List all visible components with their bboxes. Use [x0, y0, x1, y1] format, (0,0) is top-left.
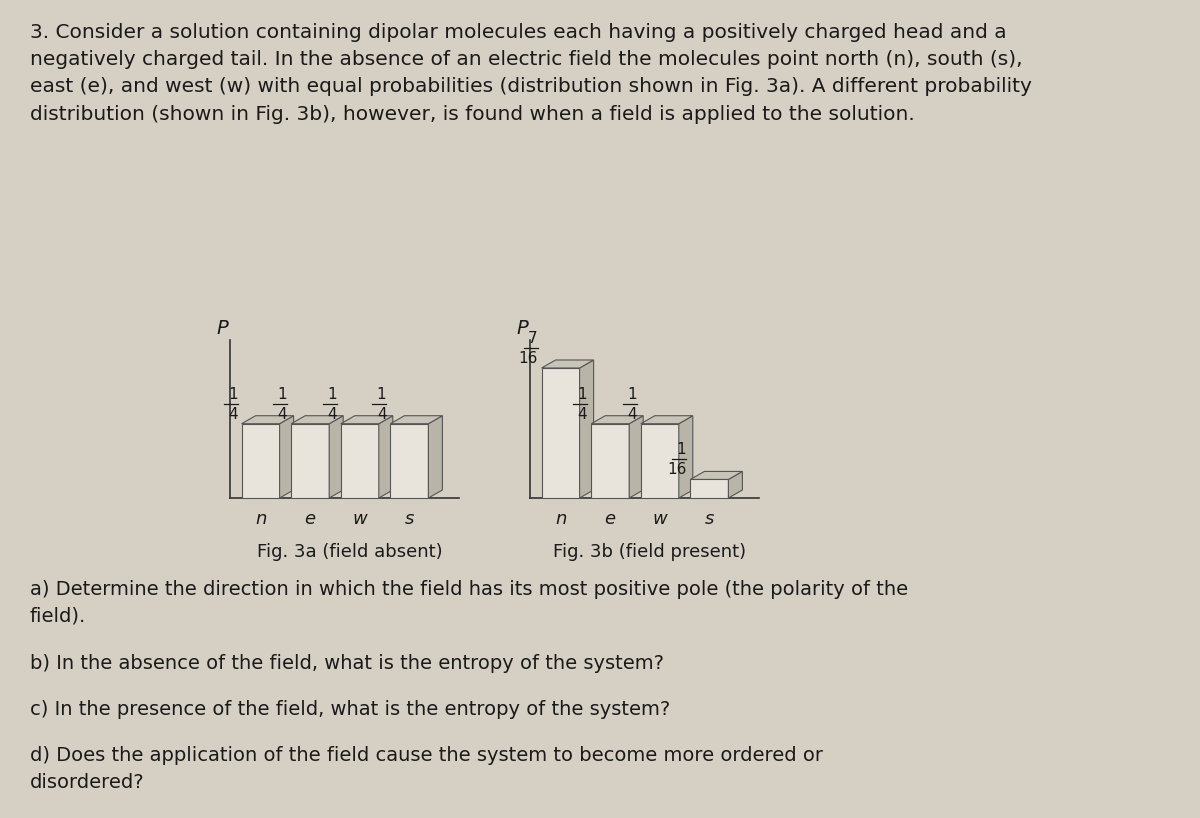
Text: 1: 1 [228, 387, 238, 402]
Text: P: P [216, 319, 228, 338]
Polygon shape [541, 360, 594, 368]
Text: 1: 1 [328, 387, 337, 402]
Polygon shape [592, 424, 629, 498]
Polygon shape [241, 416, 294, 424]
Text: 1: 1 [677, 443, 686, 457]
Text: 1: 1 [577, 387, 587, 402]
Text: 4: 4 [628, 407, 637, 422]
Text: e: e [605, 510, 616, 528]
Polygon shape [592, 416, 643, 424]
Polygon shape [241, 424, 280, 498]
Text: e: e [305, 510, 316, 528]
Text: n: n [554, 510, 566, 528]
Text: 4: 4 [577, 407, 587, 422]
Polygon shape [341, 424, 379, 498]
Text: 4: 4 [228, 407, 238, 422]
Text: 4: 4 [377, 407, 386, 422]
Polygon shape [292, 424, 329, 498]
Text: b) In the absence of the field, what is the entropy of the system?: b) In the absence of the field, what is … [30, 654, 664, 673]
Polygon shape [379, 416, 392, 498]
Text: w: w [653, 510, 667, 528]
Text: 1: 1 [377, 387, 386, 402]
Polygon shape [341, 416, 392, 424]
Text: Fig. 3a (field absent): Fig. 3a (field absent) [257, 543, 443, 561]
Polygon shape [690, 471, 743, 479]
Polygon shape [428, 416, 443, 498]
Text: 1: 1 [277, 387, 287, 402]
Polygon shape [329, 416, 343, 498]
Polygon shape [629, 416, 643, 498]
Text: s: s [704, 510, 714, 528]
Text: 4: 4 [328, 407, 337, 422]
Polygon shape [641, 424, 679, 498]
Text: w: w [353, 510, 367, 528]
Text: 1: 1 [628, 387, 637, 402]
Text: a) Determine the direction in which the field has its most positive pole (the po: a) Determine the direction in which the … [30, 580, 908, 626]
Text: 16: 16 [518, 351, 538, 366]
Polygon shape [580, 360, 594, 498]
Polygon shape [690, 479, 728, 498]
Polygon shape [541, 368, 580, 498]
Text: P: P [516, 319, 528, 338]
Polygon shape [679, 416, 692, 498]
Text: c) In the presence of the field, what is the entropy of the system?: c) In the presence of the field, what is… [30, 700, 671, 719]
Polygon shape [280, 416, 294, 498]
Polygon shape [292, 416, 343, 424]
Polygon shape [390, 424, 428, 498]
Polygon shape [641, 416, 692, 424]
Text: Fig. 3b (field present): Fig. 3b (field present) [553, 543, 746, 561]
Text: 3. Consider a solution containing dipolar molecules each having a positively cha: 3. Consider a solution containing dipola… [30, 23, 1032, 124]
Polygon shape [728, 471, 743, 498]
Text: d) Does the application of the field cause the system to become more ordered or
: d) Does the application of the field cau… [30, 746, 823, 792]
Text: 7: 7 [528, 331, 538, 346]
Text: 16: 16 [667, 462, 686, 478]
Polygon shape [390, 416, 443, 424]
Text: n: n [254, 510, 266, 528]
Text: s: s [404, 510, 414, 528]
Text: 4: 4 [277, 407, 287, 422]
